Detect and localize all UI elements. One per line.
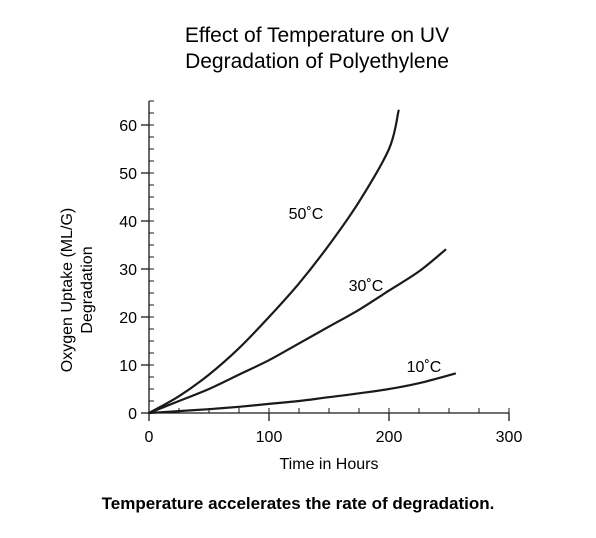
y-tick-label: 40 <box>119 214 137 231</box>
x-tick-label: 0 <box>145 429 154 446</box>
chart-caption: Temperature accelerates the rate of degr… <box>102 494 495 513</box>
y-axis-label-line-1: Oxygen Uptake (ML/G) <box>59 208 76 373</box>
y-tick-label: 30 <box>119 262 137 279</box>
chart-title-line-2: Degradation of Polyethylene <box>185 50 449 73</box>
chart-title-line-1: Effect of Temperature on UV <box>185 24 449 47</box>
y-tick-label: 50 <box>119 166 137 183</box>
series-line-1 <box>147 109 400 415</box>
y-tick-label: 60 <box>119 118 137 135</box>
y-tick-label: 20 <box>119 310 137 327</box>
x-tick-label: 100 <box>256 429 283 446</box>
x-tick-label: 300 <box>496 429 523 446</box>
y-tick-label: 0 <box>128 406 137 423</box>
series-label-3: 10˚C <box>407 359 442 376</box>
series-label-2: 30˚C <box>349 278 384 295</box>
y-tick-label: 10 <box>119 358 137 375</box>
x-axis-label: Time in Hours <box>280 456 379 473</box>
y-axis-label-line-2: Degradation <box>79 246 96 333</box>
series-line-3 <box>147 372 457 415</box>
x-tick-label: 200 <box>376 429 403 446</box>
series-line-2 <box>147 248 447 415</box>
plot-area: 0 100 200 300 0 10 20 30 40 50 60 50˚C 30˚C 10˚C <box>119 100 523 446</box>
series-label-1: 50˚C <box>289 206 324 223</box>
